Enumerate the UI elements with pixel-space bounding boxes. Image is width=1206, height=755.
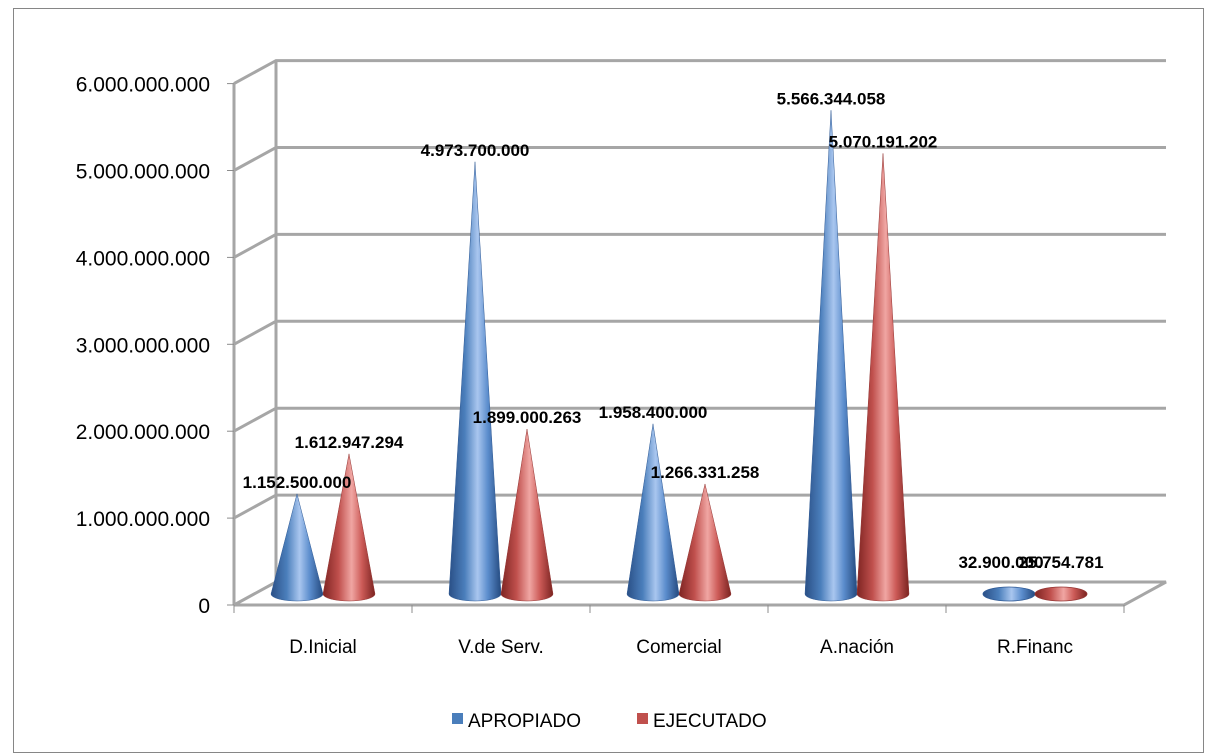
y-tick-label: 6.000.000.000 xyxy=(76,74,210,97)
data-label: 1.958.400.000 xyxy=(599,403,708,422)
data-label: 1.612.947.294 xyxy=(295,433,404,452)
x-tick-label: V.de Serv. xyxy=(458,637,544,658)
y-tick-label: 3.000.000.000 xyxy=(76,334,210,357)
data-label: 32.900.000 xyxy=(958,553,1043,572)
gridline xyxy=(233,232,1166,259)
x-tick-label: D.Inicial xyxy=(289,637,357,658)
gridlines xyxy=(233,59,1166,520)
cone-ejecutado xyxy=(678,483,732,602)
legend-swatch-ejecutado xyxy=(637,713,648,724)
cone-apropiado xyxy=(448,161,502,602)
cone-apropiado xyxy=(804,110,858,602)
x-tick-label: A.nación xyxy=(820,637,894,658)
y-tick-label: 0 xyxy=(198,595,210,618)
legend-label-apropiado: APROPIADO xyxy=(468,711,581,732)
data-label: 1.152.500.000 xyxy=(243,473,352,492)
data-label: 5.070.191.202 xyxy=(829,132,938,151)
chart-frame xyxy=(13,8,1204,753)
cone-ejecutado xyxy=(322,453,376,602)
legend: APROPIADO EJECUTADO xyxy=(452,711,767,732)
x-axis: D.Inicial V.de Serv. Comercial A.nación R.Fi… xyxy=(233,605,1125,658)
legend-swatch-apropiado xyxy=(452,713,463,724)
data-label: 1.899.000.263 xyxy=(473,408,582,427)
cone-ejecutado xyxy=(856,153,910,602)
gridline xyxy=(233,319,1166,346)
data-label: 25.754.781 xyxy=(1018,553,1103,572)
cone-ejecutado xyxy=(500,428,554,602)
data-label: 5.566.344.058 xyxy=(777,89,886,108)
y-axis: 0 1.000.000.000 2.000.000.000 3.000.000.000… xyxy=(76,74,234,618)
cone-apropiado xyxy=(982,586,1036,602)
cone-ejecutado xyxy=(1034,586,1088,602)
y-tick-label: 2.000.000.000 xyxy=(76,421,210,444)
x-tick-label: R.Financ xyxy=(997,637,1073,658)
data-label: 1.266.331.258 xyxy=(651,463,760,482)
data-label: 4.973.700.000 xyxy=(421,141,530,160)
data-labels: 1.152.500.000 1.612.947.294 4.973.700.000 1… xyxy=(243,89,1104,572)
gridline xyxy=(233,59,1166,85)
cone-apropiado xyxy=(270,492,324,602)
floor-outline xyxy=(233,580,1167,607)
legend-label-ejecutado: EJECUTADO xyxy=(653,711,767,732)
x-tick-label: Comercial xyxy=(636,637,722,658)
y-tick-label: 5.000.000.000 xyxy=(76,161,210,184)
cone-series xyxy=(270,110,1088,602)
y-tick-label: 4.000.000.000 xyxy=(76,247,210,270)
y-tick-label: 1.000.000.000 xyxy=(76,508,210,531)
gridline xyxy=(233,146,1166,172)
cone-apropiado xyxy=(626,423,680,602)
